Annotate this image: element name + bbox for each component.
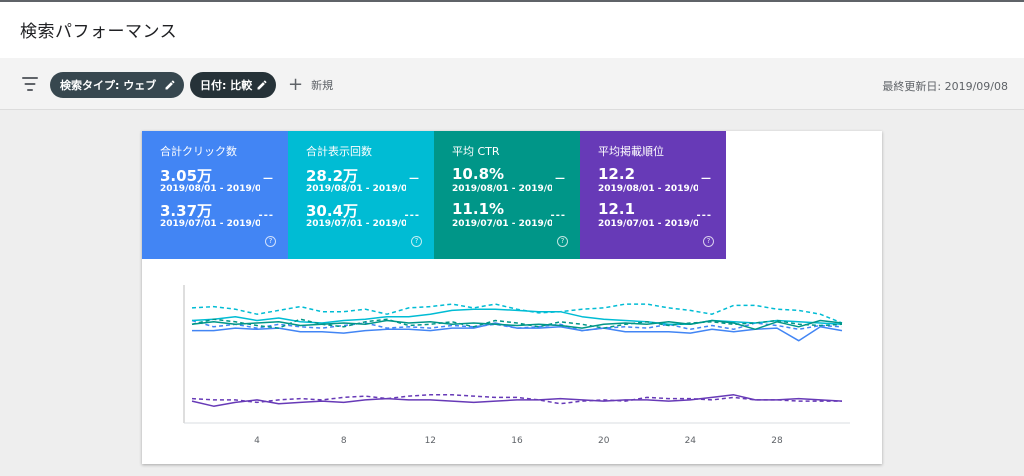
x-tick-label: 12	[425, 436, 436, 446]
solid-line-legend: —	[409, 173, 420, 184]
metric-tile-position[interactable]: 平均掲載順位 12.2 — 2019/08/01 - 2019/0... 12.…	[580, 131, 726, 259]
date-filter-chip[interactable]: 日付: 比較	[190, 72, 276, 98]
metric-previous-value: 30.4万	[306, 202, 359, 220]
help-icon[interactable]: ?	[265, 236, 276, 247]
tick-layer: 4 8 12 16 20 24 28	[254, 436, 783, 446]
series-line-2-previous	[191, 319, 843, 332]
pencil-icon	[164, 79, 176, 91]
line-chart-svg: 4 8 12 16 20 24 28	[183, 285, 850, 446]
app-header: 検索パフォーマンス	[0, 0, 1024, 58]
x-tick-label: 8	[341, 436, 347, 446]
metric-previous-value: 12.1	[598, 200, 636, 218]
performance-card: 合計クリック数 3.05万 — 2019/08/01 - 2019/0... 3…	[142, 131, 882, 464]
metric-tile-impressions[interactable]: 合計表示回数 28.2万 — 2019/08/01 - 2019/0... 30…	[288, 131, 434, 259]
pencil-icon	[256, 79, 268, 91]
metric-current-range: 2019/08/01 - 2019/0...	[306, 184, 406, 194]
x-tick-label: 20	[598, 436, 610, 446]
date-filter-label: 日付: 比較	[200, 79, 253, 92]
metric-current-value: 12.2	[598, 165, 636, 183]
series-line-6-previous	[191, 318, 843, 329]
plus-icon: +	[288, 74, 304, 95]
x-tick-label: 16	[511, 436, 523, 446]
metric-previous-value: 11.1%	[452, 200, 505, 218]
series-line-7-current	[191, 394, 843, 407]
metric-label: 合計クリック数	[160, 145, 237, 158]
performance-chart: 4 8 12 16 20 24 28	[142, 259, 882, 464]
metric-tile-clicks[interactable]: 合計クリック数 3.05万 — 2019/08/01 - 2019/0... 3…	[142, 131, 288, 259]
last-updated-text: 最終更新日: 2019/09/08	[882, 80, 1008, 93]
solid-line-legend: —	[263, 173, 274, 184]
dashed-line-legend: ---	[258, 210, 274, 221]
new-filter-label: 新規	[311, 79, 334, 92]
help-icon[interactable]: ?	[703, 236, 714, 247]
dashed-line-legend: ---	[404, 210, 420, 221]
metric-tile-ctr[interactable]: 平均 CTR 10.8% — 2019/08/01 - 2019/0... 11…	[434, 131, 580, 259]
series-line-8-previous	[191, 394, 842, 405]
metric-label: 平均 CTR	[452, 145, 500, 158]
x-tick-label: 4	[254, 436, 260, 446]
series-layer	[191, 303, 843, 407]
new-filter-button[interactable]: + 新規	[288, 72, 333, 98]
metric-current-value: 10.8%	[452, 165, 505, 183]
metric-previous-range: 2019/07/01 - 2019/0...	[306, 219, 406, 229]
metric-current-range: 2019/08/01 - 2019/0...	[598, 184, 698, 194]
filter-icon[interactable]	[22, 77, 38, 91]
series-line-3-current	[191, 308, 843, 326]
series-line-4-previous	[191, 303, 843, 324]
dashed-line-legend: ---	[550, 210, 566, 221]
metric-previous-value: 3.37万	[160, 202, 213, 220]
metric-label: 平均掲載順位	[598, 145, 664, 158]
metric-label: 合計表示回数	[306, 145, 372, 158]
help-icon[interactable]: ?	[411, 236, 422, 247]
solid-line-legend: —	[701, 173, 712, 184]
search-type-filter-chip[interactable]: 検索タイプ: ウェブ	[50, 72, 184, 98]
series-line-1-current	[192, 322, 843, 342]
metric-current-range: 2019/08/01 - 2019/0...	[452, 184, 552, 194]
help-icon[interactable]: ?	[557, 236, 568, 247]
metric-previous-range: 2019/07/01 - 2019/0...	[598, 219, 698, 229]
x-tick-label: 24	[685, 436, 697, 446]
series-line-5-current	[191, 319, 843, 331]
metric-previous-range: 2019/07/01 - 2019/0...	[452, 219, 552, 229]
filter-bar: 検索タイプ: ウェブ 日付: 比較 + 新規 最終更新日: 2019/09/08	[0, 58, 1024, 110]
metric-previous-range: 2019/07/01 - 2019/0...	[160, 219, 260, 229]
search-type-filter-label: 検索タイプ: ウェブ	[60, 79, 157, 92]
metric-current-range: 2019/08/01 - 2019/0...	[160, 184, 260, 194]
solid-line-legend: —	[555, 173, 566, 184]
page-title: 検索パフォーマンス	[20, 22, 178, 42]
dashed-line-legend: ---	[696, 210, 712, 221]
x-tick-label: 28	[771, 436, 783, 446]
metric-current-value: 3.05万	[160, 167, 213, 185]
metric-current-value: 28.2万	[306, 167, 359, 185]
